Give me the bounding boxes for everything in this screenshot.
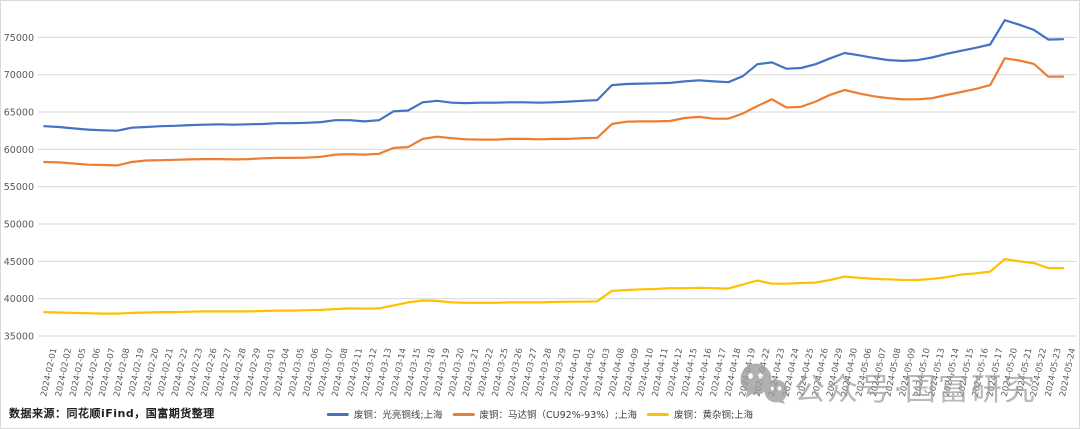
- y-axis-label: 60000: [4, 145, 34, 156]
- legend-item: 废铜：黄杂铜;上海: [646, 407, 754, 421]
- legend-swatch-yellow: [646, 412, 669, 416]
- y-axis-label: 40000: [4, 294, 34, 305]
- legend-item: 废铜：光亮铜线;上海: [326, 407, 443, 421]
- y-axis-label: 65000: [4, 108, 34, 119]
- series-line-yellow: [43, 258, 1065, 315]
- source-note: 数据来源：同花顺iFind，国富期货整理: [9, 407, 215, 420]
- legend-item: 废铜：马达铜（CU92%-93%）;上海: [452, 407, 637, 421]
- y-axis-label: 35000: [4, 332, 34, 343]
- chart-legend: 废铜：光亮铜线;上海 废铜：马达铜（CU92%-93%）;上海 废铜：黄杂铜;上海: [326, 407, 754, 421]
- legend-label: 废铜：黄杂铜;上海: [673, 410, 754, 421]
- y-axis-label: 45000: [4, 257, 34, 268]
- legend-label: 废铜：光亮铜线;上海: [353, 410, 443, 421]
- series-line-blue: [43, 19, 1065, 132]
- y-axis-label: 50000: [4, 220, 34, 231]
- y-axis-label: 70000: [4, 70, 34, 81]
- series-line-orange: [43, 57, 1065, 167]
- y-axis-label: 75000: [4, 33, 34, 44]
- legend-label: 废铜：马达铜（CU92%-93%）;上海: [479, 410, 637, 421]
- legend-swatch-orange: [452, 412, 475, 416]
- legend-swatch-blue: [326, 412, 349, 416]
- y-axis-label: 55000: [4, 182, 34, 193]
